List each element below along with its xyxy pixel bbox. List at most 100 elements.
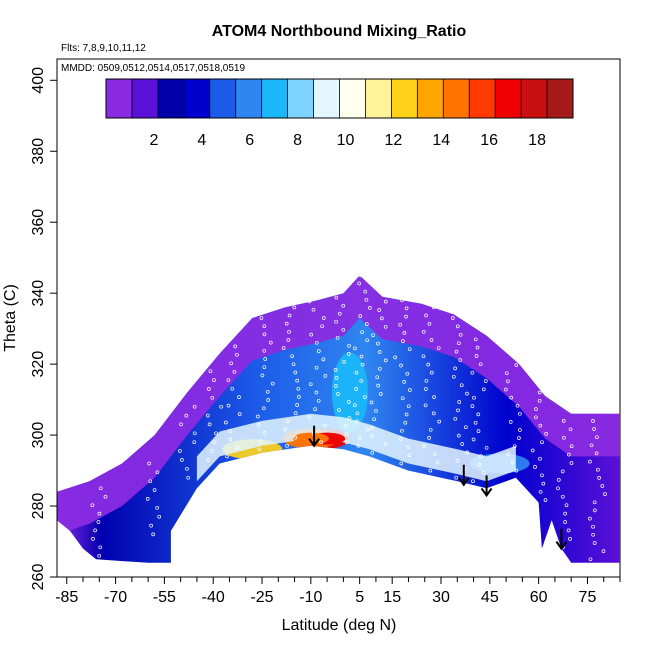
track-point [514, 363, 519, 367]
track-point [457, 400, 462, 404]
track-point [184, 413, 189, 418]
track-point [263, 357, 268, 361]
track-point [337, 408, 341, 412]
colorbar-tick-label: 2 [149, 132, 158, 149]
track-point [588, 516, 592, 521]
track-point [560, 494, 565, 499]
track-point [595, 435, 599, 440]
track-point [378, 392, 383, 396]
colorbar-tick-label: 8 [293, 132, 302, 149]
track-point [429, 338, 434, 342]
track-point [470, 404, 475, 408]
track-point [603, 492, 607, 496]
track-point [588, 459, 592, 464]
track-point [403, 420, 408, 425]
track-point [406, 445, 411, 449]
x-axis: -85 -70 -55 -40 -25 -10 5 15 30 45 60 75 [55, 576, 621, 606]
track-point [353, 346, 357, 351]
track-point [344, 432, 349, 436]
y-tick-label: 340 [30, 280, 47, 307]
track-point [347, 416, 352, 420]
track-point [314, 340, 319, 345]
track-point [428, 427, 433, 432]
track-point [405, 371, 410, 376]
track-point [477, 462, 482, 467]
track-point [566, 528, 571, 533]
track-point [407, 347, 412, 352]
track-point [426, 362, 431, 367]
x-tick-label: 60 [530, 589, 548, 606]
track-point [400, 428, 404, 433]
down-arrow-marker [480, 475, 493, 498]
track-point [214, 431, 218, 436]
track-point [427, 321, 432, 326]
track-point [543, 498, 548, 502]
track-point [592, 500, 597, 505]
track-point [363, 289, 368, 294]
track-point [352, 403, 357, 408]
track-point [450, 316, 455, 320]
track-point [155, 470, 160, 475]
track-point [212, 378, 216, 382]
x-tick-label: 15 [383, 589, 401, 606]
track-point [334, 319, 338, 324]
track-point [568, 537, 572, 541]
y-tick-label: 260 [30, 564, 47, 591]
track-point [371, 333, 375, 338]
track-point [322, 423, 327, 428]
track-point [354, 387, 359, 391]
track-point [90, 503, 95, 508]
track-point [458, 358, 463, 362]
track-point [589, 443, 594, 448]
track-point [512, 444, 517, 449]
track-point [363, 395, 367, 399]
track-point [533, 514, 538, 519]
x-tick-label: -85 [55, 589, 78, 606]
track-point [422, 444, 426, 448]
track-point [404, 314, 408, 319]
track-point [464, 425, 468, 430]
track-point [259, 316, 264, 320]
track-point [483, 379, 488, 383]
track-point [358, 314, 363, 318]
track-point [473, 420, 478, 425]
track-point [456, 433, 461, 438]
track-point [370, 434, 375, 438]
colorbar: 2 4 6 8 10 12 14 16 18 [105, 78, 574, 149]
track-point [597, 476, 601, 480]
track-point [334, 376, 339, 380]
track-point [96, 520, 101, 524]
track-point [376, 341, 380, 346]
track-point [354, 370, 359, 375]
track-point [561, 419, 566, 423]
track-point [408, 388, 412, 392]
track-point [313, 407, 317, 411]
track-point [380, 291, 384, 296]
track-point [471, 437, 476, 442]
track-point [178, 449, 182, 453]
track-point [229, 361, 233, 366]
track-point [369, 400, 374, 405]
track-point [179, 422, 183, 427]
track-point [377, 350, 382, 354]
track-point [355, 411, 360, 416]
track-point [321, 316, 326, 320]
x-tick-label: -70 [104, 589, 127, 606]
track-point [544, 539, 549, 544]
track-point [232, 369, 237, 374]
track-point [365, 338, 369, 343]
track-point [148, 479, 153, 484]
track-point [266, 398, 271, 402]
track-point [346, 352, 351, 356]
track-point [540, 473, 544, 478]
track-point [357, 281, 361, 286]
track-point [423, 403, 428, 408]
track-point [601, 549, 606, 553]
track-point [517, 436, 521, 440]
track-point [510, 460, 515, 465]
track-point [365, 427, 370, 432]
track-point [297, 395, 301, 399]
track-point [342, 360, 346, 364]
track-point [296, 386, 301, 391]
track-point [482, 471, 486, 475]
